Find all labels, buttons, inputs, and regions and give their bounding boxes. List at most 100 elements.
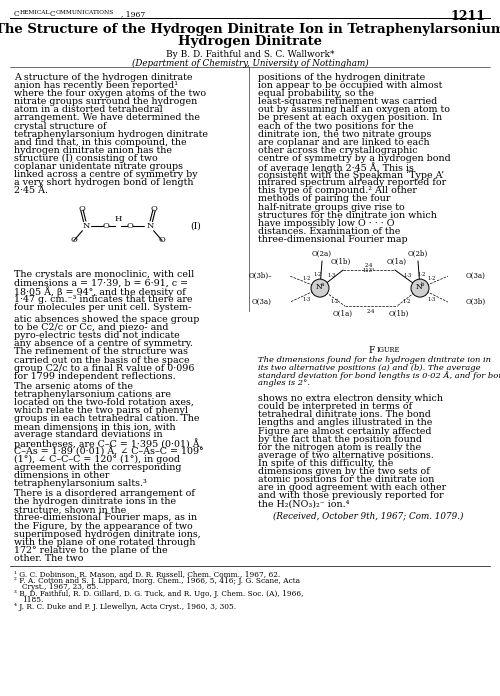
Text: with the plane of one rotated through: with the plane of one rotated through	[14, 538, 196, 546]
Text: four molecules per unit cell. System-: four molecules per unit cell. System-	[14, 303, 192, 312]
Text: tetraphenylarsonium hydrogen dinitrate: tetraphenylarsonium hydrogen dinitrate	[14, 129, 208, 139]
Text: which relate the two pairs of phenyl: which relate the two pairs of phenyl	[14, 406, 188, 415]
Text: (1°), ∠ C–C–C = 120° (1°), in good: (1°), ∠ C–C–C = 120° (1°), in good	[14, 454, 180, 464]
Text: 1·2: 1·2	[314, 272, 322, 277]
Text: angles is 2°.: angles is 2°.	[258, 379, 310, 386]
Text: (Department of Chemistry, University of Nottingham): (Department of Chemistry, University of …	[132, 59, 368, 68]
Text: are in good agreement with each other: are in good agreement with each other	[258, 483, 446, 492]
Text: The dimensions found for the hydrogen dinitrate ion in: The dimensions found for the hydrogen di…	[258, 356, 491, 364]
Text: C: C	[14, 10, 20, 18]
Text: N: N	[146, 223, 154, 230]
Text: 1·3: 1·3	[428, 296, 436, 301]
Text: 1185.: 1185.	[22, 596, 44, 604]
Text: and with those previously reported for: and with those previously reported for	[258, 491, 444, 500]
Text: (I): (I)	[190, 222, 201, 231]
Text: C–As = 1·89 (0·01) Å, ∠ C–As–C = 109°: C–As = 1·89 (0·01) Å, ∠ C–As–C = 109°	[14, 447, 204, 457]
Text: structure, shown in the: structure, shown in the	[14, 505, 126, 514]
Text: the Figure, by the appearance of two: the Figure, by the appearance of two	[14, 521, 193, 530]
Text: groups in each tetrahedral cation. The: groups in each tetrahedral cation. The	[14, 414, 200, 423]
Text: average of two alternative positions.: average of two alternative positions.	[258, 451, 434, 460]
Text: lengths and angles illustrated in the: lengths and angles illustrated in the	[258, 418, 432, 427]
Text: other across the crystallographic: other across the crystallographic	[258, 146, 418, 155]
Text: ⁴ J. R. C. Duke and P. J. Llewellyn, Acta Cryst., 1960, 3, 305.: ⁴ J. R. C. Duke and P. J. Llewellyn, Act…	[14, 603, 236, 610]
Text: 1·2: 1·2	[330, 299, 338, 303]
Text: methods of pairing the four: methods of pairing the four	[258, 194, 390, 203]
Text: out by assuming half an oxygen atom to: out by assuming half an oxygen atom to	[258, 105, 450, 114]
Text: dimensions a = 17·39, b = 6·91, c =: dimensions a = 17·39, b = 6·91, c =	[14, 278, 188, 287]
Text: Hydrogen Dinitrate: Hydrogen Dinitrate	[178, 35, 322, 48]
Text: dimensions in other: dimensions in other	[14, 471, 110, 480]
Text: ³ B. D. Faithful, R. D. Gillard, D. G. Tuck, and R. Ugo, J. Chem. Soc. (A), 1966: ³ B. D. Faithful, R. D. Gillard, D. G. T…	[14, 590, 304, 597]
Text: located on the two-fold rotation axes,: located on the two-fold rotation axes,	[14, 398, 194, 407]
Text: 1·3: 1·3	[328, 273, 336, 278]
Text: b: b	[421, 282, 424, 287]
Text: carried out on the basis of the space: carried out on the basis of the space	[14, 356, 190, 365]
Text: tetraphenylarsonium cations are: tetraphenylarsonium cations are	[14, 390, 171, 399]
Text: positions of the hydrogen dinitrate: positions of the hydrogen dinitrate	[258, 73, 425, 82]
Text: tetraphenylarsonium salts.³: tetraphenylarsonium salts.³	[14, 479, 147, 488]
Text: OMMUNICATIONS: OMMUNICATIONS	[56, 10, 114, 15]
Text: are coplanar and are linked to each: are coplanar and are linked to each	[258, 138, 430, 147]
Text: for 1799 independent reflections.: for 1799 independent reflections.	[14, 372, 175, 381]
Text: equal probability, so the: equal probability, so the	[258, 89, 374, 98]
Text: 1·47 g. cm.⁻³ indicates that there are: 1·47 g. cm.⁻³ indicates that there are	[14, 295, 192, 303]
Text: H: H	[114, 216, 121, 223]
Text: least-squares refinement was carried: least-squares refinement was carried	[258, 97, 437, 106]
Text: Figure are almost certainly affected: Figure are almost certainly affected	[258, 427, 432, 436]
Text: parentheses, are C–C = 1·395 (0·01) Å,: parentheses, are C–C = 1·395 (0·01) Å,	[14, 438, 202, 450]
Text: for the nitrogen atom is really the: for the nitrogen atom is really the	[258, 443, 421, 452]
Text: could be interpreted in terms of: could be interpreted in terms of	[258, 402, 412, 411]
Text: O: O	[102, 223, 110, 230]
Text: A structure of the hydrogen dinitrate: A structure of the hydrogen dinitrate	[14, 73, 192, 82]
Circle shape	[146, 222, 154, 231]
Text: 2·4: 2·4	[365, 262, 373, 267]
Text: O(1a): O(1a)	[387, 258, 407, 266]
Text: atic absences showed the space group: atic absences showed the space group	[14, 315, 200, 324]
Text: 1·2: 1·2	[402, 299, 410, 303]
Text: shows no extra electron density which: shows no extra electron density which	[258, 394, 443, 403]
Text: atom in a distorted tetrahedral: atom in a distorted tetrahedral	[14, 105, 163, 114]
Text: O: O	[158, 237, 166, 244]
Text: three-dimensional Fourier maps, as in: three-dimensional Fourier maps, as in	[14, 514, 197, 523]
Text: O: O	[70, 237, 78, 244]
Text: dinitrate ion, the two nitrate groups: dinitrate ion, the two nitrate groups	[258, 129, 432, 139]
Text: The crystals are monoclinic, with cell: The crystals are monoclinic, with cell	[14, 271, 194, 280]
Text: half-nitrate groups give rise to: half-nitrate groups give rise to	[258, 203, 405, 212]
Text: any absence of a centre of symmetry.: any absence of a centre of symmetry.	[14, 340, 193, 348]
Text: 2·4: 2·4	[367, 308, 375, 314]
Text: IGURE: IGURE	[377, 346, 400, 354]
Text: 2·45 Å.: 2·45 Å.	[14, 187, 48, 196]
Text: other. The two: other. The two	[14, 554, 84, 563]
Text: hydrogen dinitrate anion has the: hydrogen dinitrate anion has the	[14, 146, 172, 155]
Text: to be C2/c or Cc, and piezo- and: to be C2/c or Cc, and piezo- and	[14, 323, 168, 332]
Text: each of the two positions for the: each of the two positions for the	[258, 122, 414, 131]
Text: O(2a): O(2a)	[312, 250, 332, 258]
Text: O(1a): O(1a)	[333, 310, 353, 318]
Text: average standard deviations in: average standard deviations in	[14, 430, 162, 439]
Text: , 1967: , 1967	[121, 10, 145, 18]
Text: mean dimensions in this ion, with: mean dimensions in this ion, with	[14, 422, 175, 432]
Text: N: N	[82, 223, 89, 230]
Text: O(2b): O(2b)	[408, 250, 428, 258]
Text: structure (I) consisting of two: structure (I) consisting of two	[14, 154, 158, 163]
Text: dimensions given by the two sets of: dimensions given by the two sets of	[258, 467, 430, 476]
Text: O(3b)–: O(3b)–	[248, 272, 272, 280]
Text: O: O	[126, 223, 134, 230]
Text: C: C	[50, 10, 56, 18]
Circle shape	[311, 279, 329, 297]
Text: O(1b): O(1b)	[331, 258, 351, 266]
Text: the hydrogen dinitrate ions in the: the hydrogen dinitrate ions in the	[14, 497, 176, 506]
Text: 1·2: 1·2	[428, 276, 436, 280]
Text: group C2/c to a final R value of 0·096: group C2/c to a final R value of 0·096	[14, 363, 194, 372]
Text: anion has recently been reported¹: anion has recently been reported¹	[14, 81, 178, 90]
Text: O(3b): O(3b)	[466, 298, 486, 306]
Text: its two alternative positions (a) and (b). The average: its two alternative positions (a) and (b…	[258, 363, 480, 372]
Text: In spite of this difficulty, the: In spite of this difficulty, the	[258, 459, 394, 468]
Text: atomic positions for the dinitrate ion: atomic positions for the dinitrate ion	[258, 475, 434, 484]
Text: The refinement of the structure was: The refinement of the structure was	[14, 347, 188, 356]
Text: nitrate groups surround the hydrogen: nitrate groups surround the hydrogen	[14, 97, 197, 106]
Text: There is a disordered arrangement of: There is a disordered arrangement of	[14, 489, 195, 498]
Text: of average length 2·45 Å. This is: of average length 2·45 Å. This is	[258, 162, 414, 173]
Text: coplanar unidentate nitrate groups: coplanar unidentate nitrate groups	[14, 162, 183, 171]
Text: and find that, in this compound, the: and find that, in this compound, the	[14, 138, 186, 147]
